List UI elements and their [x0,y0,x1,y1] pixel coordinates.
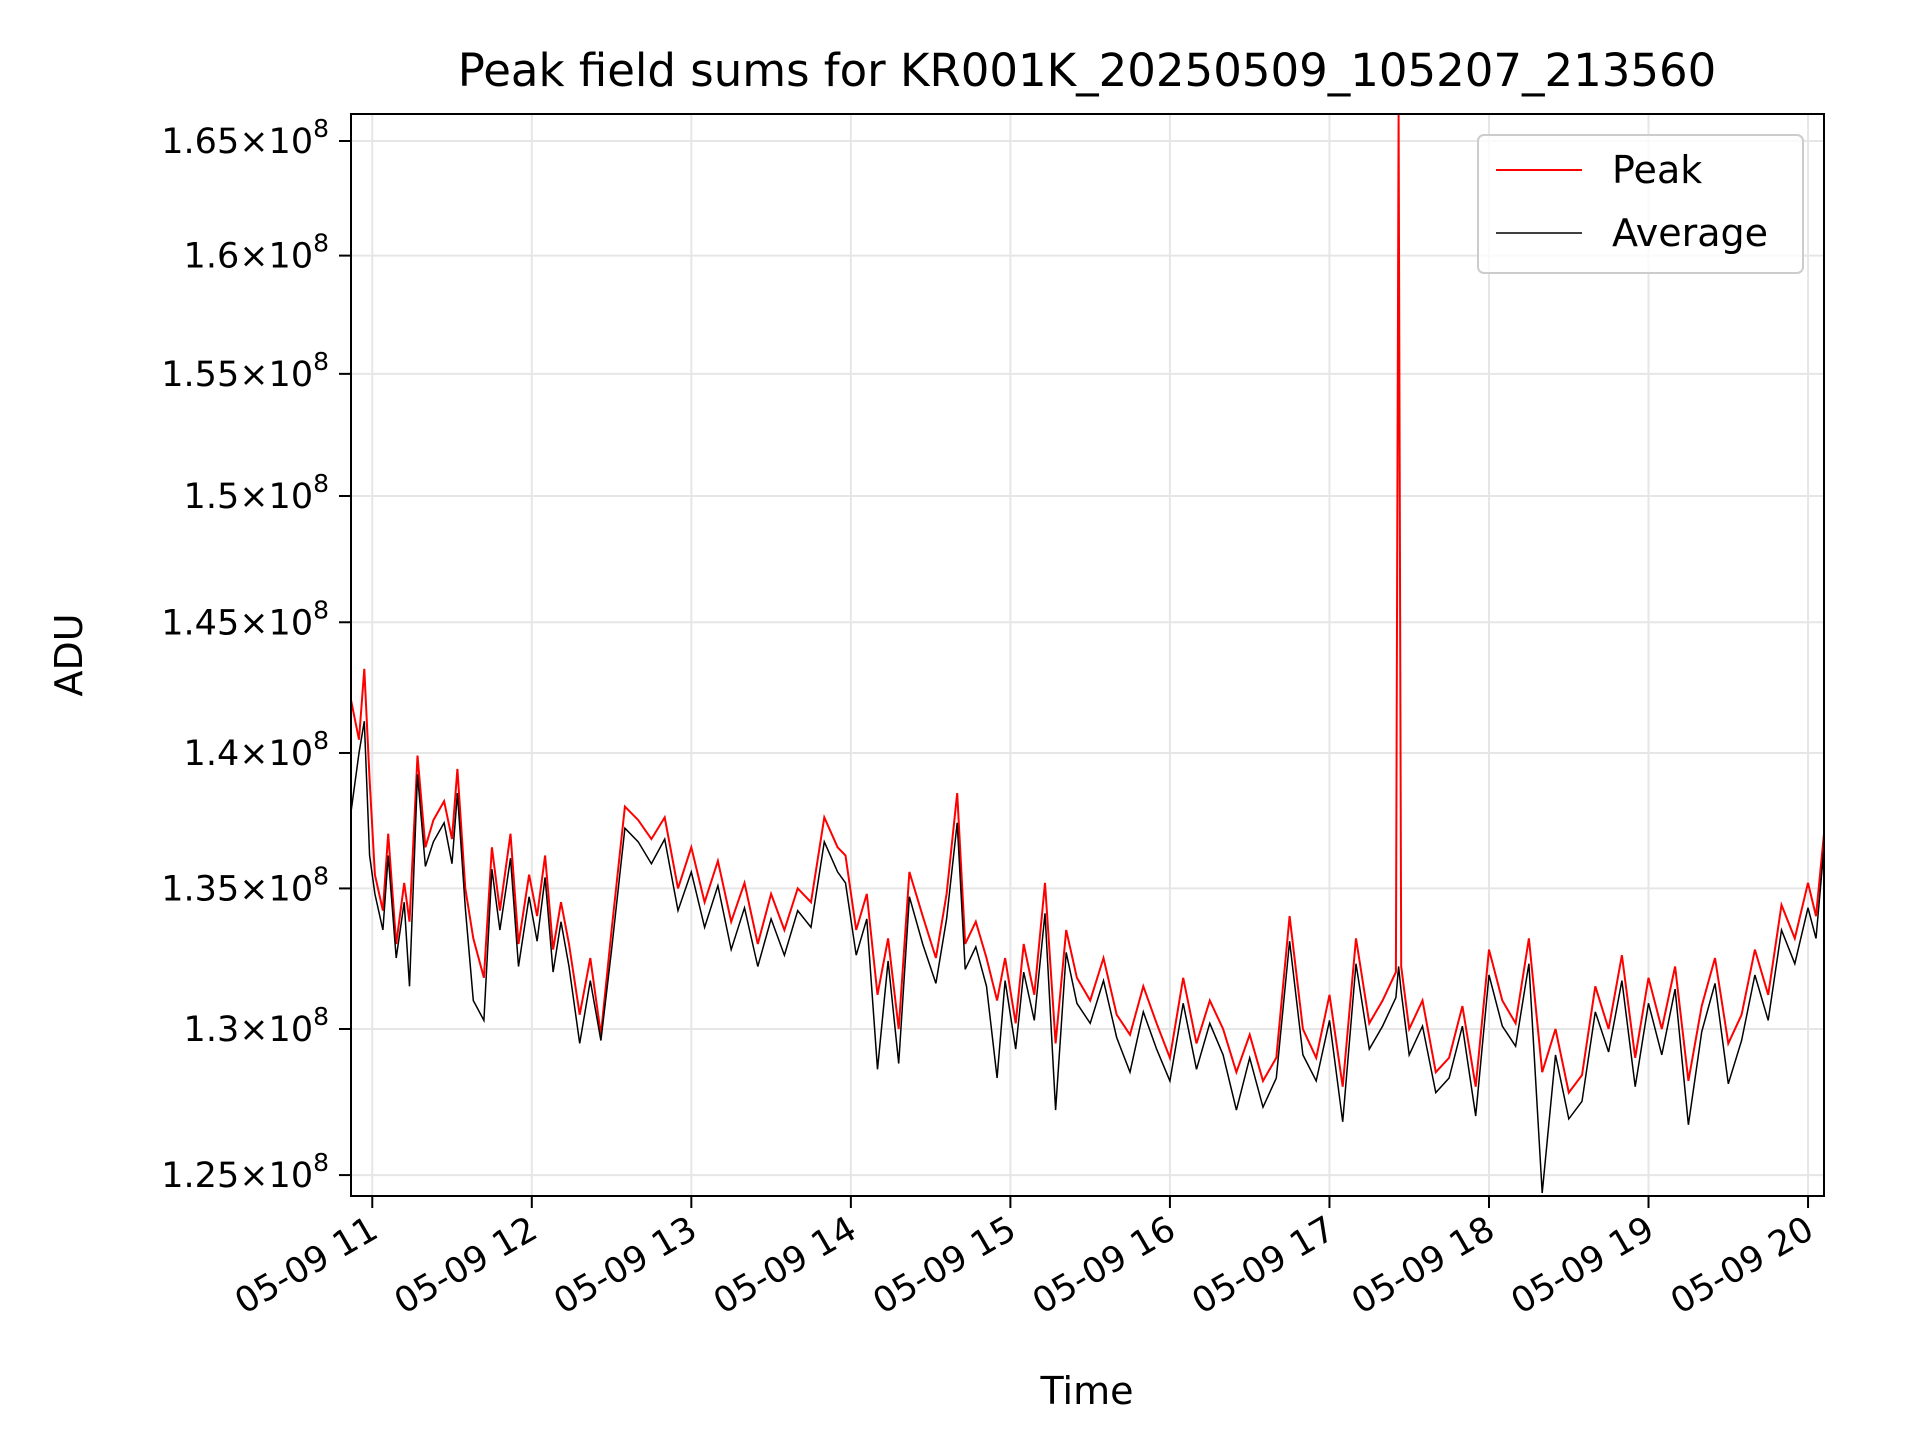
x-axis-label: Time [1040,1369,1134,1413]
y-tick-exponent: 8 [313,1148,329,1177]
chart-title: Peak field sums for KR001K_20250509_1052… [458,44,1717,97]
y-tick-label: 1.6×108 [184,229,329,277]
y-tick-exponent: 8 [313,1002,329,1031]
y-tick-times-sign: ×10 [239,734,313,774]
y-axis-label: ADU [47,613,91,696]
y-tick-label: 1.65×108 [161,114,329,162]
y-tick-label: 1.45×108 [161,595,329,643]
y-tick-mantissa: 1.55 [161,355,239,395]
y-tick-mantissa: 1.65 [161,122,239,162]
y-tick-exponent: 8 [313,229,329,258]
plot-frame [350,113,1825,1197]
y-tick-label: 1.5×108 [184,469,329,517]
y-tick-times-sign: ×10 [239,1010,313,1050]
y-tick-exponent: 8 [313,347,329,376]
y-tick-times-sign: ×10 [239,237,313,277]
y-tick-times-sign: ×10 [239,869,313,909]
y-tick-times-sign: ×10 [239,477,313,517]
y-tick-times-sign: ×10 [239,603,313,643]
y-tick-mantissa: 1.35 [161,869,239,909]
y-tick-exponent: 8 [313,595,329,624]
y-tick-mantissa: 1.3 [184,1010,240,1050]
y-tick-mantissa: 1.45 [161,603,239,643]
y-tick-mantissa: 1.5 [184,477,240,517]
y-tick-label: 1.55×108 [161,347,329,395]
y-tick-times-sign: ×10 [239,355,313,395]
plot-area [351,114,1824,1194]
y-tick-times-sign: ×10 [239,1156,313,1196]
y-tick-mantissa: 1.4 [184,734,240,774]
y-tick-exponent: 8 [313,114,329,143]
y-tick-exponent: 8 [313,469,329,498]
series-line-average [351,721,1824,1194]
y-axis-ticks: 1.25×1081.3×1081.35×1081.4×1081.45×1081.… [161,114,351,1196]
series-line-peak [351,114,1824,1095]
y-tick-label: 1.35×108 [161,861,329,909]
y-tick-label: 1.25×108 [161,1148,329,1196]
y-tick-exponent: 8 [313,861,329,890]
y-tick-times-sign: ×10 [239,122,313,162]
y-tick-exponent: 8 [313,726,329,755]
y-tick-mantissa: 1.6 [184,237,240,277]
y-tick-label: 1.4×108 [184,726,329,774]
legend-label-peak: Peak [1612,148,1702,192]
y-tick-label: 1.3×108 [184,1002,329,1050]
y-tick-mantissa: 1.25 [161,1156,239,1196]
legend-label-average: Average [1612,211,1768,255]
legend: Peak Average [1477,134,1804,274]
